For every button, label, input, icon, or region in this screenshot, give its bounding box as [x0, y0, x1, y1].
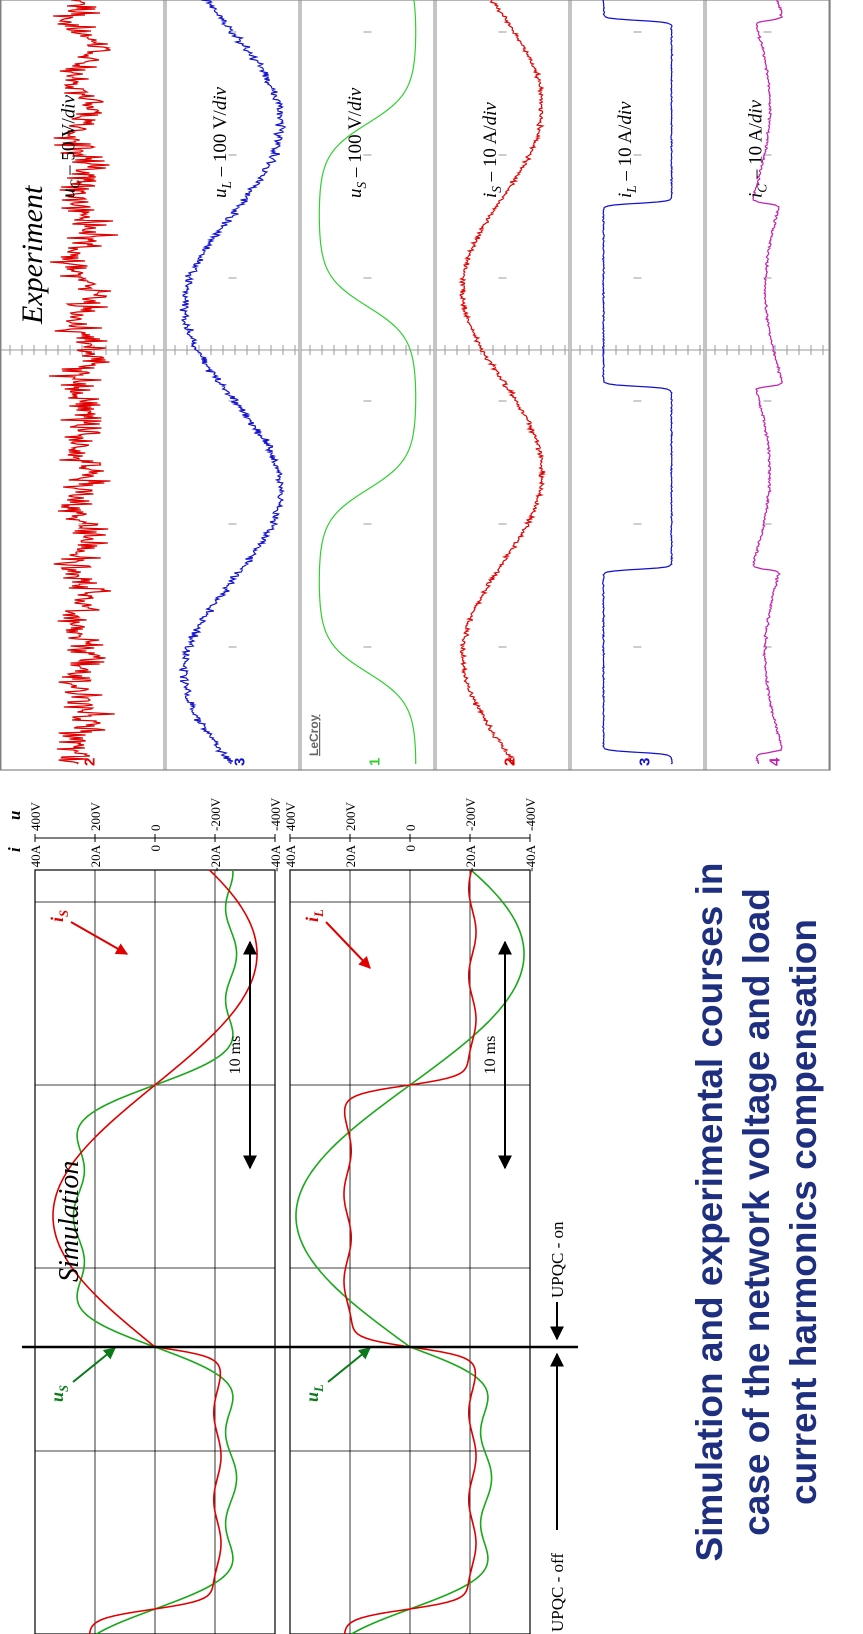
- current-tick-label: 20A: [343, 844, 358, 867]
- channel-label: uS – 100 V/div: [345, 87, 369, 198]
- subscript: L: [312, 909, 326, 918]
- channel-label: iS – 10 A/div: [480, 102, 504, 198]
- symbol: u: [345, 189, 366, 199]
- unit: div: [345, 87, 366, 111]
- subscript: L: [219, 181, 234, 189]
- current-tick-label: 0: [148, 845, 163, 852]
- voltage-tick-label: 0: [148, 825, 163, 832]
- label-arrow: [73, 1348, 115, 1382]
- title-line: current harmonics compensation: [783, 919, 824, 1505]
- experiment-label: Experiment: [16, 185, 49, 325]
- title-line: case of the network voltage and load: [736, 888, 777, 1536]
- scale: – 100 V/: [345, 110, 366, 182]
- channel-marker: 2: [502, 758, 519, 766]
- channel-marker: 4: [767, 757, 784, 766]
- scale: – 100 V/: [210, 109, 231, 181]
- switch-on-label: UPQC - on: [548, 1221, 567, 1298]
- unit: div: [745, 99, 766, 123]
- voltage-tick-label: 200V: [343, 802, 358, 832]
- voltage-tick-label: -400V: [268, 797, 283, 831]
- axis-header: u: [5, 811, 24, 820]
- voltage-label: uS: [47, 1385, 71, 1402]
- subscript: L: [312, 1384, 326, 1393]
- current-tick-label: 40A: [283, 844, 298, 867]
- time-scale-label: 10 ms: [227, 1036, 244, 1075]
- current-tick-label: -20A: [463, 844, 478, 871]
- current-tick-label: 0: [403, 845, 418, 852]
- voltage-tick-label: -400V: [523, 797, 538, 831]
- voltage-tick-label: -200V: [208, 797, 223, 831]
- channel-marker: 2: [82, 758, 99, 766]
- voltage-tick-label: 400V: [283, 802, 298, 832]
- voltage-tick-label: 200V: [88, 802, 103, 832]
- simulation-figure: 40A400V20A200V00-20A-200V-40A-400VuSiS10…: [5, 797, 578, 1634]
- scale: – 50 V/: [58, 117, 79, 179]
- label-arrow: [328, 1348, 370, 1382]
- label-arrow: [71, 922, 127, 954]
- time-scale-label: 10 ms: [482, 1036, 499, 1075]
- channel-marker: 3: [232, 758, 249, 766]
- subscript: L: [624, 185, 639, 193]
- channel-marker: 3: [637, 758, 654, 766]
- current-tick-label: -40A: [268, 844, 283, 871]
- current-label: iS: [47, 910, 71, 922]
- voltage-tick-label: 400V: [28, 802, 43, 832]
- scope-brand: LeCroy: [307, 714, 321, 756]
- subscript: S: [57, 1385, 71, 1392]
- slide-canvas: 40A400V20A200V00-20A-200V-40A-400VuSiS10…: [0, 0, 863, 1634]
- simulation-panel: 40A400V20A200V00-20A-200V-40A-400VuLiL10…: [283, 797, 538, 1634]
- channel-label: iC – 10 A/div: [745, 99, 769, 198]
- body: 40A400V20A200V00-20A-200V-40A-400VuSiS10…: [0, 0, 863, 1634]
- subscript: S: [354, 182, 369, 189]
- subscript: C: [67, 180, 82, 189]
- symbol: i: [480, 193, 501, 198]
- unit: div: [480, 102, 501, 126]
- symbol: i: [302, 917, 322, 922]
- channel-marker: 1: [367, 758, 384, 766]
- symbol: u: [58, 189, 79, 199]
- axis-header: i: [5, 847, 24, 852]
- voltage-label: uL: [302, 1384, 326, 1402]
- symbol: u: [47, 1392, 67, 1402]
- channel-label: iL – 10 A/div: [615, 101, 639, 198]
- page: UPQC simulation and experiment {"title":…: [0, 0, 863, 1634]
- slide: 40A400V20A200V00-20A-200V-40A-400VuSiS10…: [0, 0, 863, 1634]
- unit: div: [58, 94, 79, 118]
- subscript: S: [57, 910, 71, 917]
- simulation-label: Simulation: [54, 1161, 85, 1282]
- symbol: i: [47, 917, 67, 922]
- current-tick-label: 20A: [88, 844, 103, 867]
- symbol: i: [745, 193, 766, 198]
- label-arrow: [326, 922, 370, 968]
- title-line: Simulation and experimental courses in: [689, 862, 730, 1561]
- voltage-tick-label: 0: [403, 825, 418, 832]
- scale: – 10 A/: [480, 125, 501, 186]
- symbol: u: [210, 189, 231, 199]
- current-tick-label: -40A: [523, 844, 538, 871]
- voltage-tick-label: -200V: [463, 797, 478, 831]
- current-tick-label: -20A: [208, 844, 223, 871]
- subscript: S: [489, 186, 504, 193]
- current-tick-label: 40A: [28, 844, 43, 867]
- switch-off-label: UPQC - off: [548, 1553, 567, 1632]
- current-label: iL: [302, 909, 326, 922]
- scale: – 10 A/: [615, 124, 636, 185]
- symbol: i: [615, 193, 636, 198]
- symbol: u: [302, 1392, 322, 1402]
- subscript: C: [754, 184, 769, 193]
- unit: div: [210, 86, 231, 110]
- unit: div: [615, 101, 636, 125]
- scale: – 10 A/: [745, 122, 766, 183]
